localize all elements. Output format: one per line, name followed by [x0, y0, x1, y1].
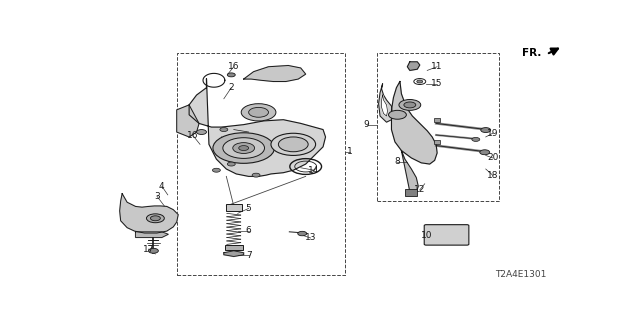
Circle shape [241, 104, 276, 121]
Text: 3: 3 [154, 192, 160, 201]
Circle shape [278, 137, 308, 152]
Polygon shape [189, 79, 326, 176]
Text: FR.: FR. [522, 48, 541, 58]
Text: 4: 4 [159, 182, 164, 191]
Circle shape [249, 108, 269, 117]
Circle shape [399, 100, 420, 110]
Text: T2A4E1301: T2A4E1301 [495, 270, 546, 279]
Bar [405, 189, 417, 196]
Bar [376, 53, 499, 201]
Circle shape [147, 214, 164, 223]
Circle shape [196, 130, 207, 134]
Circle shape [227, 162, 236, 166]
Polygon shape [401, 150, 419, 192]
Text: 15: 15 [431, 79, 443, 89]
Text: 11: 11 [431, 62, 443, 71]
Circle shape [150, 216, 161, 221]
Circle shape [480, 150, 490, 155]
Text: 8: 8 [395, 157, 400, 166]
Text: 18: 18 [487, 171, 499, 180]
Bar [434, 118, 440, 122]
Bar [225, 245, 243, 250]
Text: 17: 17 [143, 244, 154, 253]
Circle shape [223, 138, 264, 158]
Bar [177, 53, 346, 275]
Circle shape [298, 231, 307, 236]
Circle shape [213, 133, 275, 163]
Circle shape [148, 248, 158, 253]
Circle shape [472, 138, 480, 141]
Polygon shape [381, 95, 388, 116]
Circle shape [417, 80, 423, 83]
Circle shape [212, 168, 220, 172]
Circle shape [252, 173, 260, 177]
Polygon shape [408, 62, 420, 70]
FancyBboxPatch shape [424, 225, 469, 245]
Polygon shape [392, 82, 437, 164]
Text: 6: 6 [246, 226, 252, 235]
Text: 16: 16 [228, 62, 239, 71]
Bar [434, 140, 440, 144]
Bar [226, 204, 242, 211]
Text: 13: 13 [305, 234, 316, 243]
Circle shape [220, 128, 228, 132]
Text: 1: 1 [348, 147, 353, 156]
Text: 14: 14 [308, 166, 320, 175]
Text: 10: 10 [422, 231, 433, 240]
Text: 7: 7 [246, 251, 252, 260]
Text: 16: 16 [188, 131, 199, 140]
Text: 20: 20 [487, 153, 499, 163]
Polygon shape [120, 194, 178, 233]
Polygon shape [177, 105, 199, 137]
Polygon shape [244, 66, 306, 82]
Polygon shape [379, 84, 392, 122]
Text: 19: 19 [487, 129, 499, 138]
Circle shape [227, 73, 236, 77]
Circle shape [271, 133, 316, 156]
Circle shape [404, 102, 416, 108]
Polygon shape [136, 232, 168, 237]
Polygon shape [224, 251, 244, 256]
Text: 2: 2 [228, 83, 234, 92]
Circle shape [239, 146, 249, 150]
Text: 9: 9 [364, 120, 369, 129]
Circle shape [388, 110, 406, 119]
Circle shape [233, 143, 255, 154]
Text: 12: 12 [414, 185, 426, 195]
Circle shape [481, 128, 491, 132]
Text: 5: 5 [246, 204, 252, 213]
